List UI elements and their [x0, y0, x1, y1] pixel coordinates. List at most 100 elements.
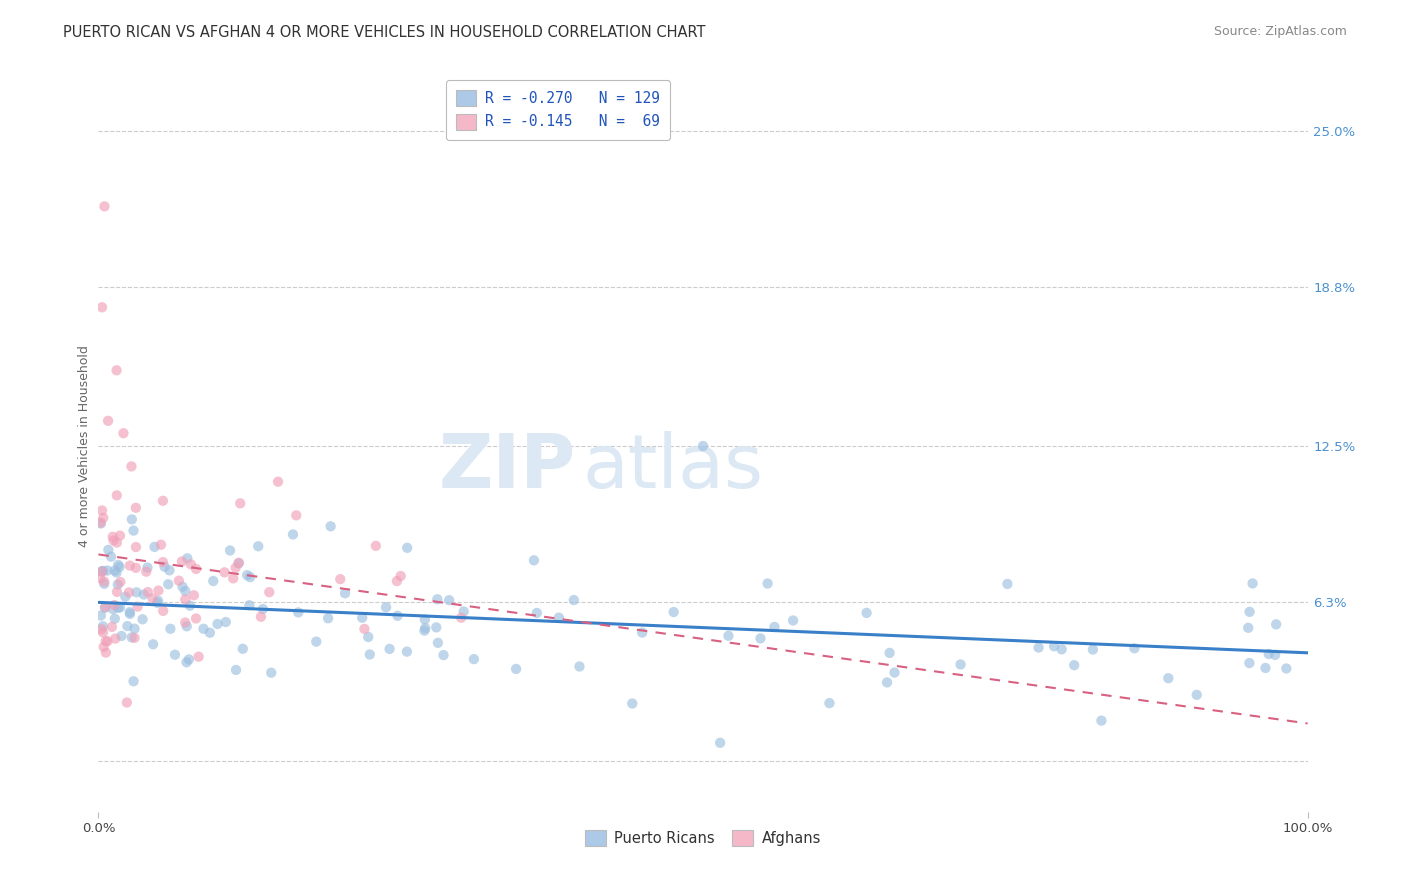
Point [125, 561, 148, 575]
Point [90, 516, 112, 530]
Point [105, 585, 128, 599]
Point [118, 605, 141, 619]
Point [184, 611, 207, 625]
Point [1050, 642, 1073, 657]
Point [236, 568, 259, 582]
Point [250, 609, 273, 624]
Point [121, 459, 143, 474]
Point [118, 558, 141, 573]
Point [198, 625, 221, 640]
Point [252, 602, 274, 616]
Point [114, 590, 136, 604]
Point [505, 662, 527, 676]
Point [387, 608, 409, 623]
Point [118, 585, 141, 599]
Point [319, 519, 342, 533]
Point [157, 577, 180, 591]
Y-axis label: 4 or more Vehicles in Household: 4 or more Vehicles in Household [79, 345, 91, 547]
Point [523, 553, 546, 567]
Point [105, 566, 128, 580]
Point [122, 674, 145, 689]
Point [782, 614, 804, 628]
Point [389, 569, 412, 583]
Point [124, 631, 146, 645]
Point [413, 621, 436, 635]
Point [425, 620, 447, 634]
Point [93, 574, 115, 589]
Point [187, 649, 209, 664]
Point [1254, 661, 1277, 675]
Point [90, 565, 112, 579]
Point [352, 611, 374, 625]
Point [105, 535, 128, 549]
Point [184, 562, 207, 576]
Point [176, 619, 198, 633]
Point [316, 611, 339, 625]
Point [152, 604, 174, 618]
Point [183, 588, 205, 602]
Point [1241, 576, 1264, 591]
Point [96, 634, 118, 648]
Point [108, 560, 131, 574]
Point [117, 619, 139, 633]
Legend: Puerto Ricans, Afghans: Puerto Ricans, Afghans [579, 824, 827, 852]
Point [207, 617, 229, 632]
Point [1264, 648, 1286, 662]
Point [159, 563, 181, 577]
Point [136, 585, 159, 599]
Point [225, 663, 247, 677]
Point [97, 414, 120, 428]
Point [115, 696, 138, 710]
Point [176, 655, 198, 669]
Point [91, 510, 114, 524]
Point [692, 439, 714, 453]
Point [949, 657, 972, 672]
Point [100, 549, 122, 564]
Point [177, 652, 200, 666]
Point [1239, 656, 1261, 670]
Point [93, 640, 115, 654]
Point [104, 612, 127, 626]
Point [568, 659, 591, 673]
Point [104, 632, 127, 646]
Point [662, 605, 685, 619]
Point [125, 540, 148, 554]
Point [91, 503, 114, 517]
Point [107, 600, 129, 615]
Point [108, 528, 131, 542]
Point [93, 576, 115, 591]
Point [453, 604, 475, 618]
Point [413, 613, 436, 627]
Point [526, 606, 548, 620]
Point [329, 572, 352, 586]
Point [91, 564, 114, 578]
Point [1157, 671, 1180, 685]
Point [108, 600, 131, 615]
Point [1237, 621, 1260, 635]
Point [96, 564, 118, 578]
Point [174, 615, 197, 630]
Point [142, 637, 165, 651]
Point [112, 426, 135, 441]
Point [375, 600, 398, 615]
Point [756, 576, 779, 591]
Point [396, 541, 419, 555]
Point [1239, 605, 1261, 619]
Point [215, 615, 238, 629]
Point [105, 488, 128, 502]
Point [228, 556, 250, 570]
Point [395, 645, 418, 659]
Point [125, 585, 148, 599]
Point [174, 584, 197, 599]
Point [1275, 661, 1298, 675]
Point [94, 600, 117, 615]
Point [222, 571, 245, 585]
Text: Source: ZipAtlas.com: Source: ZipAtlas.com [1213, 25, 1347, 38]
Point [159, 622, 181, 636]
Point [385, 574, 408, 588]
Point [104, 564, 127, 578]
Point [883, 665, 905, 680]
Point [432, 648, 454, 662]
Point [239, 570, 262, 584]
Text: ZIP: ZIP [439, 432, 576, 505]
